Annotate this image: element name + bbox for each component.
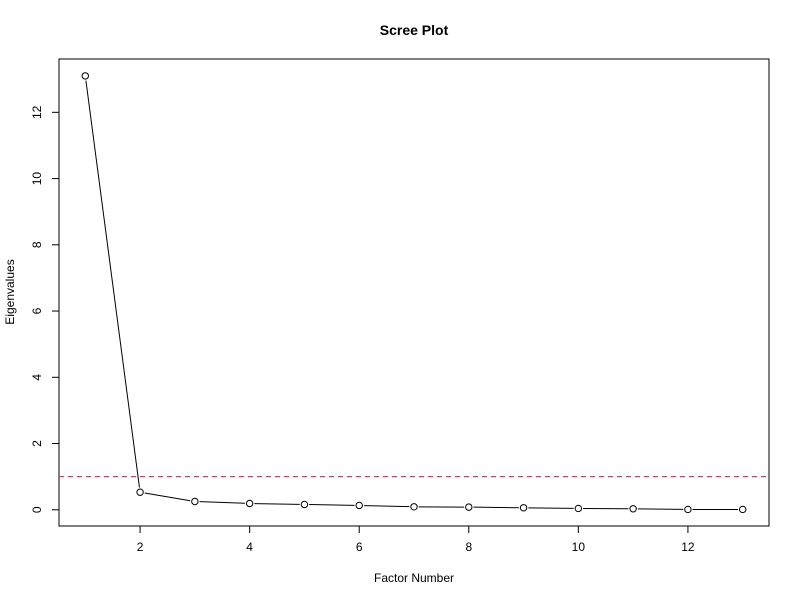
x-tick-label: 2 [137,540,144,554]
series-line-segment [637,508,684,510]
y-tick-label: 0 [30,506,44,513]
series-line-segment [254,503,300,505]
series-line-segment [309,504,355,506]
series-line-segment [528,507,574,509]
chart-title: Scree Plot [380,22,449,38]
series-line-layer [85,80,739,510]
data-point [465,503,473,511]
y-axis-label: Eigenvalues [3,259,17,324]
x-tick-label: 10 [572,540,586,554]
data-point [739,505,747,514]
series-line-segment [85,80,140,488]
y-tick-label: 6 [30,307,44,314]
series-point-layer [81,72,747,514]
data-point [410,503,418,511]
y-tick-label: 12 [30,105,44,119]
plot-frame [58,58,770,527]
series-line-segment [199,501,245,504]
data-point [245,499,254,508]
y-axis: 0 2 4 6 8 10 12 [30,105,59,513]
y-tick-label: 2 [30,440,44,447]
data-point [136,488,144,496]
data-point [191,497,199,506]
data-point [574,504,583,513]
x-tick-label: 8 [465,540,472,554]
x-axis-label: Factor Number [374,571,454,585]
series-line-segment [363,505,410,508]
data-point [300,500,309,509]
series-line-segment [144,492,191,502]
x-tick-label: 6 [356,540,363,554]
data-point [684,505,692,514]
data-point [81,72,89,80]
data-point [355,501,363,510]
x-tick-label: 4 [246,540,253,554]
y-tick-label: 8 [30,241,44,248]
y-tick-label: 4 [30,374,44,381]
series-line-segment [473,506,519,509]
y-tick-label: 10 [30,172,44,186]
data-point [519,504,528,512]
x-axis: 2 4 6 8 10 12 [137,526,695,554]
data-point [629,505,637,513]
x-tick-label: 12 [681,540,695,554]
